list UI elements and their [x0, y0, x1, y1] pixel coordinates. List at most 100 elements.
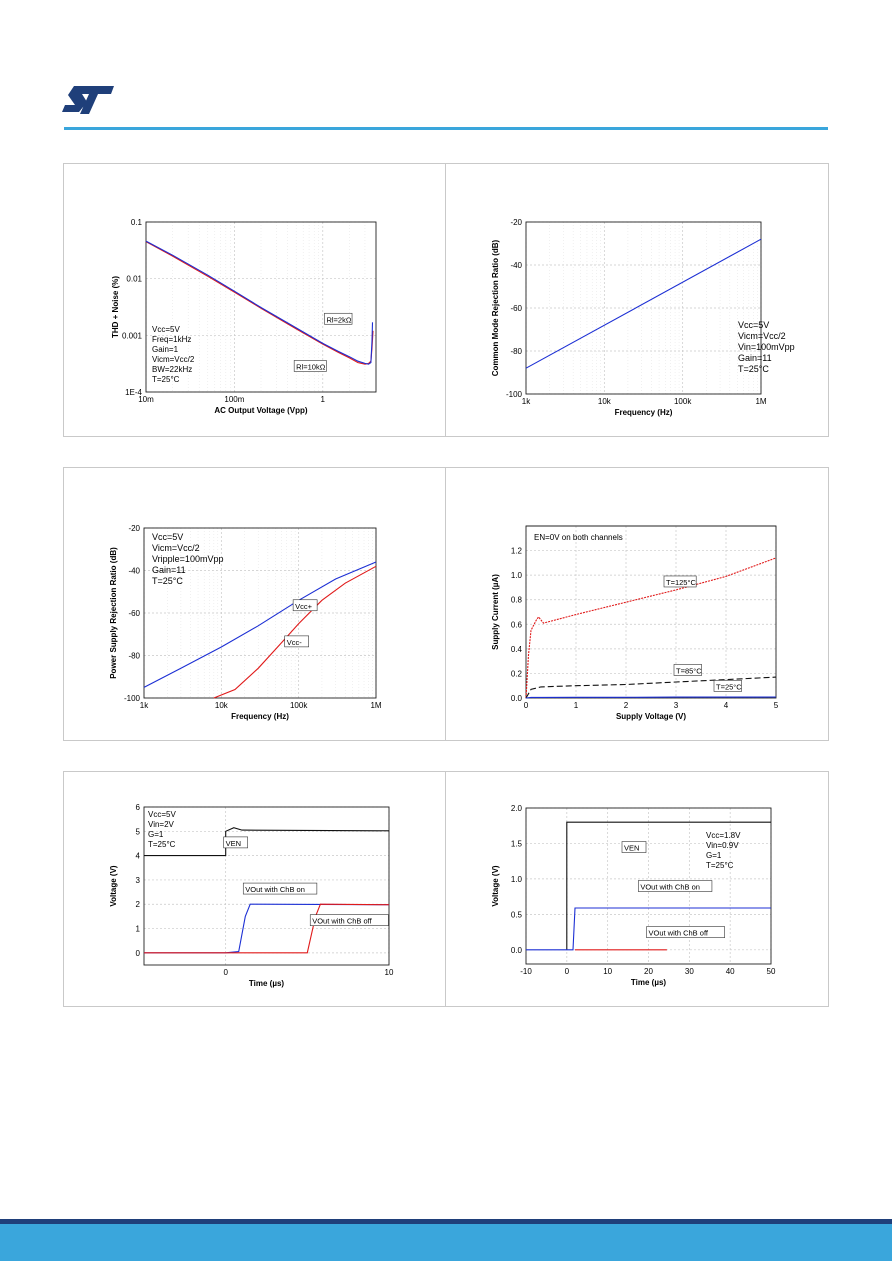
series-line	[144, 827, 390, 857]
x-tick-label: 30	[685, 967, 694, 976]
y-tick-label: 0.6	[511, 620, 523, 629]
series-line	[525, 696, 777, 699]
annotation-box	[242, 882, 318, 895]
annotation-label: Rl=10kΩ	[296, 362, 326, 371]
annotation-label: VOut with ChB on	[245, 885, 305, 894]
x-axis-label: AC Output Voltage (Vpp)	[214, 406, 308, 415]
annotation-box	[223, 836, 248, 849]
series-line	[213, 565, 377, 699]
annotation-box	[621, 841, 647, 853]
condition-text: T=25°C	[706, 861, 734, 870]
footer-band-dark	[0, 1219, 892, 1224]
y-tick-label: 1.2	[511, 547, 523, 556]
plot-frame	[145, 221, 377, 393]
condition-text: T=25°C	[152, 576, 183, 586]
y-tick-label: -40	[128, 567, 140, 576]
x-axis-label: Supply Voltage (V)	[616, 712, 686, 721]
chart-thd-noise: 10m 100m 1 0.1 0.01 0.001 1E-4 AC Output Voltag…	[111, 218, 377, 415]
y-tick-label: 4	[136, 852, 141, 861]
y-tick-label: 3	[136, 876, 141, 885]
y-tick-label: 1.5	[511, 839, 523, 848]
x-tick-label: 0	[223, 968, 228, 977]
series-line	[143, 561, 377, 688]
x-tick-label: 10m	[138, 395, 154, 404]
legend-note: EN=0V on both channels	[534, 533, 623, 542]
annotation-box	[284, 635, 309, 648]
annotation-box	[713, 680, 742, 692]
y-tick-label: -60	[128, 609, 140, 618]
series-line	[145, 240, 374, 365]
annotation-label: VOut with ChB off	[312, 917, 372, 926]
condition-text: T=25°C	[738, 364, 769, 374]
y-tick-label: 1	[136, 925, 141, 934]
annotation-label: Vcc+	[295, 602, 313, 611]
series-line	[526, 907, 771, 951]
y-tick-label: 1.0	[511, 875, 523, 884]
x-tick-label: -10	[520, 967, 532, 976]
x-tick-label: 20	[644, 967, 653, 976]
y-tick-label: -80	[128, 652, 140, 661]
st-logo-icon	[62, 86, 114, 114]
condition-text: Freq=1kHz	[152, 335, 191, 344]
y-tick-label: 2	[136, 900, 141, 909]
y-tick-label: 1.0	[511, 571, 523, 580]
y-tick-label: -100	[124, 694, 141, 703]
y-tick-label: -60	[510, 304, 522, 313]
chart-enable-5v: 0 10 0 1 2 3 4 5 6 Time (µs) Voltage (V) Vcc=5VVin=…	[109, 803, 394, 988]
condition-text: Vripple=100mVpp	[152, 554, 223, 564]
chart-supply-current: 0 1 2 3 4 5 0.0 0.2 0.4 0.6 0.8 1.0 1.2 Supply Voltag…	[491, 525, 779, 721]
annotation-box	[293, 360, 327, 372]
x-tick-label: 50	[767, 967, 776, 976]
annotation-box	[309, 914, 389, 926]
panel-enable-1v8: -10 0 10 20 30 40 50 0.0 0.5 1.0 1.5 2.0 Time (µs) Vo…	[445, 771, 829, 1007]
condition-text: Vcc=5V	[152, 325, 180, 334]
y-tick-label: 0.1	[131, 218, 143, 227]
chart-cmrr: 1k 10k 100k 1M -20 -40 -60 -80 -100 Frequency (Hz…	[491, 218, 795, 417]
y-tick-label: 0.0	[511, 694, 523, 703]
plot-frame	[525, 525, 777, 699]
plot-frame	[143, 806, 390, 966]
y-tick-label: 0.001	[122, 331, 143, 340]
annotation-box	[646, 926, 725, 938]
annotation-label: T=25°C	[716, 682, 742, 691]
x-tick-label: 1	[574, 701, 579, 710]
y-tick-label: 6	[136, 803, 141, 812]
x-tick-label: 1M	[755, 397, 766, 406]
condition-text: T=25°C	[152, 375, 180, 384]
x-tick-label: 0	[524, 701, 529, 710]
series-line	[525, 557, 777, 699]
header-rule	[64, 127, 828, 130]
condition-text: Vicm=Vcc/2	[152, 355, 195, 364]
chart-enable-1v8: -10 0 10 20 30 40 50 0.0 0.5 1.0 1.5 2.0 Time (µs) Vo…	[491, 804, 776, 987]
condition-text: G=1	[706, 851, 722, 860]
y-axis-label: Voltage (V)	[491, 865, 500, 907]
y-tick-label: 0.8	[511, 596, 523, 605]
x-tick-label: 1k	[522, 397, 531, 406]
y-tick-label: -80	[510, 347, 522, 356]
condition-text: Vcc=5V	[148, 810, 176, 819]
x-tick-label: 1	[321, 395, 326, 404]
x-tick-label: 100k	[290, 701, 308, 710]
condition-text: G=1	[148, 830, 164, 839]
x-tick-label: 5	[774, 701, 779, 710]
condition-text: Vicm=Vcc/2	[152, 543, 200, 553]
series-line	[525, 238, 762, 369]
series-line	[525, 676, 777, 699]
x-tick-label: 1M	[370, 701, 381, 710]
x-tick-label: 10	[603, 967, 612, 976]
footer-band	[0, 1224, 892, 1261]
panel-enable-5v: 0 10 0 1 2 3 4 5 6 Time (µs) Voltage (V) Vcc=5V Vin=…	[63, 771, 446, 1007]
condition-text: Gain=11	[152, 565, 186, 575]
x-tick-label: 100k	[674, 397, 692, 406]
annotation-box	[663, 575, 697, 588]
annotation-label: Vcc-	[287, 638, 303, 647]
y-tick-label: 0.2	[511, 669, 523, 678]
plot-frame	[525, 807, 772, 965]
condition-text: Vcc=5V	[152, 532, 183, 542]
x-tick-label: 4	[724, 701, 729, 710]
x-tick-label: 2	[624, 701, 629, 710]
annotation-label: Rl=2kΩ	[326, 315, 351, 324]
y-axis-label: Voltage (V)	[109, 865, 118, 907]
condition-text: BW=22kHz	[152, 365, 192, 374]
x-axis-label: Time (µs)	[249, 979, 284, 988]
